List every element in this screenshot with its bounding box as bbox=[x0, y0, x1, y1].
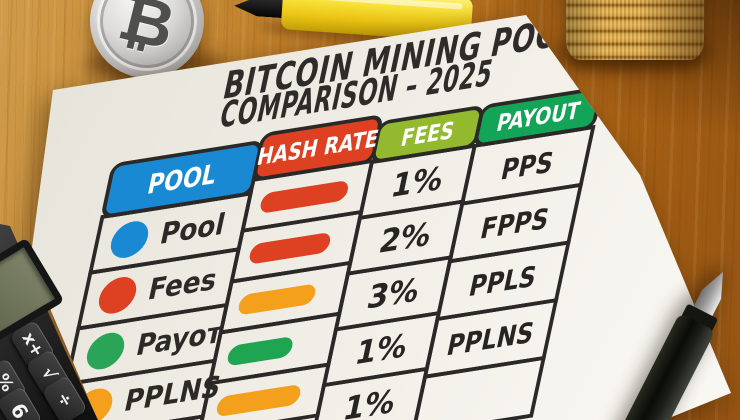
pool-dot-icon bbox=[95, 274, 140, 317]
paper-content: BITCOIN MINING POOLS COMPARISON – 2025 P… bbox=[40, 15, 604, 420]
pool-dot-icon bbox=[83, 330, 128, 373]
hashrate-bar bbox=[236, 282, 317, 316]
pool-dot-icon bbox=[107, 218, 152, 261]
hashrate-bar bbox=[225, 335, 295, 367]
bitcoin-coin: ₿ bbox=[90, 0, 204, 78]
hashrate-bar bbox=[247, 231, 333, 265]
gold-coin-stack bbox=[566, 0, 704, 60]
hashrate-bar bbox=[215, 383, 302, 417]
hashrate-bar bbox=[258, 179, 351, 214]
comparison-table: POOL Pool Fees Payoт bbox=[40, 85, 604, 420]
